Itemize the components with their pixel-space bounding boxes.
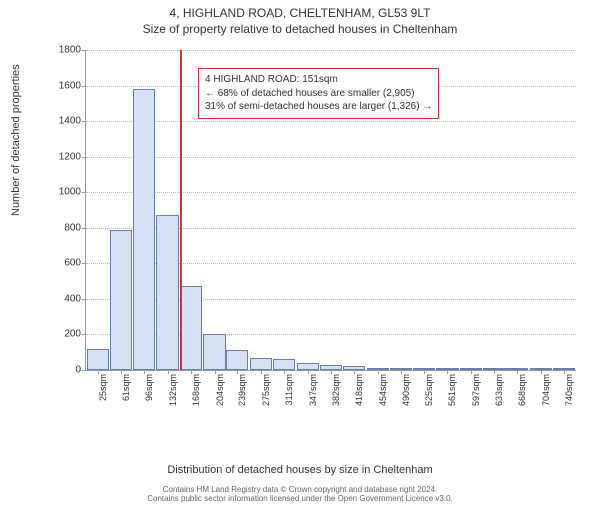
- ytick-mark: [82, 121, 86, 122]
- xtick-label: 382sqm: [331, 374, 341, 414]
- xtick-label: 239sqm: [237, 374, 247, 414]
- xtick-label: 668sqm: [517, 374, 527, 414]
- histogram-bar: [87, 349, 109, 370]
- annotation-line: 4 HIGHLAND ROAD: 151sqm: [205, 73, 432, 87]
- xtick-label: 311sqm: [284, 374, 294, 414]
- ytick-label: 1600: [53, 80, 81, 91]
- histogram-bar: [297, 363, 319, 370]
- gridline-h: [86, 192, 576, 193]
- xtick-label: 633sqm: [494, 374, 504, 414]
- gridline-h: [86, 121, 576, 122]
- histogram-bar: [156, 215, 178, 370]
- xtick-label: 525sqm: [424, 374, 434, 414]
- ytick-mark: [82, 370, 86, 371]
- xtick-label: 454sqm: [378, 374, 388, 414]
- xtick-label: 740sqm: [564, 374, 574, 414]
- xtick-label: 704sqm: [541, 374, 551, 414]
- ytick-mark: [82, 86, 86, 87]
- footer-attribution: Contains HM Land Registry data © Crown c…: [0, 485, 600, 504]
- ytick-mark: [82, 228, 86, 229]
- ytick-mark: [82, 157, 86, 158]
- ytick-label: 1200: [53, 151, 81, 162]
- ytick-label: 1800: [53, 45, 81, 56]
- histogram-bar: [250, 358, 272, 370]
- footer-line1: Contains HM Land Registry data © Crown c…: [0, 485, 600, 495]
- annotation-line: 31% of semi-detached houses are larger (…: [205, 100, 432, 114]
- plot-area: 02004006008001000120014001600180025sqm61…: [85, 50, 576, 371]
- xtick-label: 204sqm: [215, 374, 225, 414]
- chart-title-line2: Size of property relative to detached ho…: [0, 22, 600, 36]
- histogram-bar: [203, 334, 225, 370]
- histogram-bar: [110, 230, 132, 370]
- xtick-label: 418sqm: [354, 374, 364, 414]
- gridline-h: [86, 50, 576, 51]
- ytick-mark: [82, 299, 86, 300]
- histogram-bar: [273, 359, 295, 370]
- ytick-label: 1000: [53, 187, 81, 198]
- y-axis-title: Number of detached properties: [10, 64, 22, 216]
- xtick-label: 490sqm: [401, 374, 411, 414]
- xtick-label: 96sqm: [144, 374, 154, 414]
- ytick-mark: [82, 334, 86, 335]
- ytick-label: 200: [53, 329, 81, 340]
- xtick-label: 561sqm: [447, 374, 457, 414]
- xtick-label: 132sqm: [168, 374, 178, 414]
- annotation-line: ← 68% of detached houses are smaller (2,…: [205, 87, 432, 101]
- footer-line2: Contains public sector information licen…: [0, 494, 600, 504]
- histogram-bar: [226, 350, 248, 370]
- ytick-mark: [82, 192, 86, 193]
- xtick-label: 61sqm: [121, 374, 131, 414]
- chart-title-line1: 4, HIGHLAND ROAD, CHELTENHAM, GL53 9LT: [0, 6, 600, 20]
- chart-area: 02004006008001000120014001600180025sqm61…: [55, 50, 575, 420]
- ytick-mark: [82, 50, 86, 51]
- xtick-label: 275sqm: [261, 374, 271, 414]
- gridline-h: [86, 157, 576, 158]
- annotation-box: 4 HIGHLAND ROAD: 151sqm← 68% of detached…: [198, 68, 439, 119]
- x-axis-title: Distribution of detached houses by size …: [0, 464, 600, 476]
- ytick-label: 0: [53, 365, 81, 376]
- xtick-label: 347sqm: [308, 374, 318, 414]
- ytick-label: 600: [53, 258, 81, 269]
- xtick-label: 168sqm: [191, 374, 201, 414]
- ytick-label: 1400: [53, 116, 81, 127]
- reference-line: [180, 50, 182, 370]
- histogram-bar: [180, 286, 202, 370]
- ytick-label: 400: [53, 293, 81, 304]
- xtick-label: 25sqm: [98, 374, 108, 414]
- xtick-label: 597sqm: [471, 374, 481, 414]
- histogram-bar: [133, 89, 155, 370]
- ytick-mark: [82, 263, 86, 264]
- ytick-label: 800: [53, 222, 81, 233]
